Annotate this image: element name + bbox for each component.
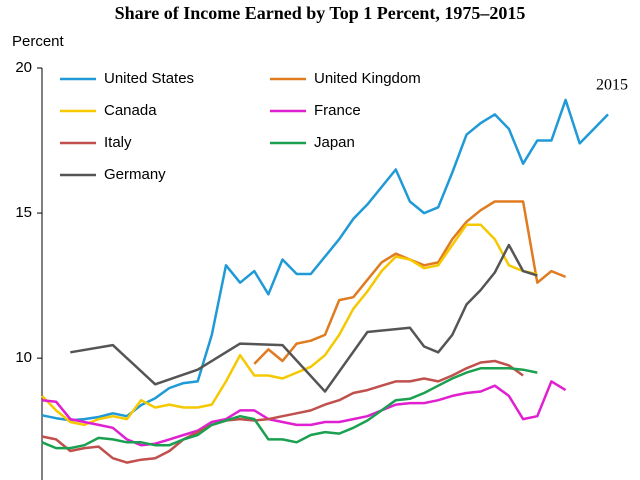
series-line	[41, 98, 609, 422]
legend-label: Canada	[104, 102, 157, 119]
y-tick-label: 10	[15, 349, 32, 366]
legend-label: United States	[104, 70, 194, 87]
series-line	[70, 243, 538, 393]
chart-title: Share of Income Earned by Top 1 Percent,…	[115, 3, 526, 23]
series-line	[41, 223, 538, 427]
legend-label: United Kingdom	[314, 70, 421, 87]
series-line	[41, 367, 538, 450]
y-axis-label: Percent	[12, 33, 65, 50]
legend-label: Japan	[314, 134, 355, 151]
annotation: 2015	[596, 77, 628, 94]
legend-label: France	[314, 102, 361, 119]
y-tick-label: 20	[15, 59, 32, 76]
series-line	[41, 380, 567, 447]
series-line	[41, 359, 524, 464]
legend-label: Germany	[104, 166, 166, 183]
legend-label: Italy	[104, 134, 132, 151]
y-tick-label: 15	[15, 204, 32, 221]
series-line	[253, 200, 567, 365]
